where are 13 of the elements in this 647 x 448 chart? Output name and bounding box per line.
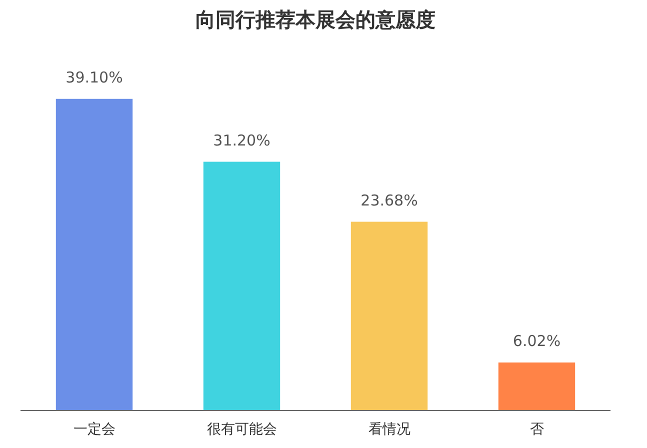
bar [350,222,428,410]
bar [56,98,133,410]
data-label: 39.10% [66,68,123,86]
x-tick-label: 否 [530,422,544,438]
data-label: 31.20% [213,131,270,150]
x-tick-label: 看情况 [368,422,410,438]
data-label: 6.02% [512,332,561,350]
bar [203,162,280,410]
data-label: 23.68% [360,191,418,210]
x-tick-label: 一定会 [73,422,116,438]
bar [498,362,576,410]
x-tick-label: 很有可能会 [206,422,277,438]
chart-title: 向同行推荐本展会的意愿度 [196,8,436,32]
